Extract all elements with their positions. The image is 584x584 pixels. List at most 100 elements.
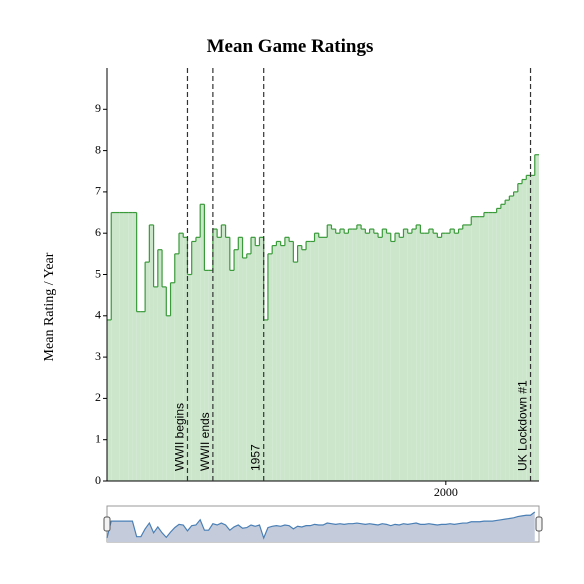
- step-fill: [344, 233, 349, 481]
- step-fill: [119, 212, 124, 482]
- y-tick-label: 0: [95, 473, 101, 487]
- step-fill: [259, 237, 264, 481]
- step-fill: [522, 179, 527, 481]
- step-fill: [212, 229, 218, 481]
- step-fill: [111, 212, 116, 482]
- step-fill: [174, 253, 179, 481]
- step-fill: [162, 286, 167, 481]
- y-tick-label: 2: [95, 390, 101, 404]
- y-tick-label: 7: [95, 184, 101, 198]
- step-fill: [348, 229, 353, 481]
- step-fill: [318, 237, 323, 481]
- step-fill: [263, 319, 268, 481]
- step-fill: [437, 237, 442, 481]
- step-fill: [157, 249, 163, 481]
- step-fill: [445, 233, 451, 481]
- step-fill: [128, 212, 133, 482]
- step-fill: [136, 311, 141, 481]
- y-tick-label: 6: [95, 225, 101, 239]
- y-tick-label: 1: [95, 431, 101, 445]
- step-fill: [140, 311, 146, 481]
- step-fill: [306, 241, 311, 481]
- step-fill: [496, 208, 501, 482]
- y-tick-label: 9: [95, 101, 101, 115]
- step-fill: [369, 229, 374, 481]
- step-fill: [488, 212, 493, 482]
- step-fill: [225, 237, 230, 481]
- step-fill: [153, 286, 158, 481]
- x-tick-label: 2000: [434, 485, 458, 499]
- navigator-handle[interactable]: [535, 516, 543, 532]
- y-tick-label: 5: [95, 266, 101, 280]
- step-fill: [323, 237, 328, 481]
- step-fill: [335, 233, 340, 481]
- annotation-label: UK Lockdown #1: [516, 380, 530, 471]
- step-fill: [454, 233, 459, 481]
- step-fill: [314, 233, 319, 481]
- y-axis-label: Mean Rating / Year: [42, 252, 57, 361]
- navigator-line: [106, 511, 536, 540]
- step-fill: [475, 216, 480, 481]
- step-fill: [492, 212, 497, 482]
- y-tick-label: 4: [95, 308, 101, 322]
- step-fill: [195, 237, 201, 481]
- step-fill: [246, 253, 251, 481]
- step-fill: [327, 224, 332, 481]
- step-fill: [428, 229, 434, 481]
- step-fill: [255, 245, 260, 481]
- step-fill: [166, 315, 171, 481]
- step-fill: [399, 237, 404, 481]
- step-fill: [276, 241, 281, 481]
- step-fill: [373, 233, 379, 481]
- step-fill: [483, 212, 489, 482]
- step-fill: [500, 204, 506, 482]
- step-fill: [517, 183, 523, 481]
- step-fill: [352, 229, 357, 481]
- step-fill: [229, 270, 235, 481]
- step-fill: [217, 237, 222, 481]
- step-fill: [208, 270, 213, 481]
- step-fill: [145, 262, 150, 481]
- step-fill: [251, 237, 256, 481]
- step-fill: [132, 212, 137, 482]
- step-fill: [411, 229, 417, 481]
- navigator-handle[interactable]: [103, 516, 111, 532]
- step-fill: [467, 224, 472, 481]
- step-fill: [395, 233, 400, 481]
- step-fill: [534, 154, 539, 482]
- step-fill: [107, 319, 112, 481]
- step-fill: [183, 237, 188, 481]
- step-fill: [234, 249, 239, 481]
- step-fill: [272, 245, 277, 481]
- step-fill: [416, 224, 421, 481]
- step-fill: [403, 229, 408, 481]
- y-tick-label: 3: [95, 349, 101, 363]
- step-fill: [386, 233, 391, 481]
- step-fill: [284, 237, 290, 481]
- step-fill: [123, 212, 129, 482]
- step-fill: [424, 233, 429, 481]
- step-fill: [462, 224, 467, 481]
- step-fill: [221, 224, 226, 481]
- step-fill: [280, 245, 285, 481]
- step-fill: [450, 229, 455, 481]
- step-fill: [433, 233, 438, 481]
- step-fill: [331, 229, 336, 481]
- step-fill: [356, 224, 362, 481]
- y-tick-label: 8: [95, 142, 101, 156]
- step-fill: [170, 282, 175, 481]
- navigator-area: [107, 512, 535, 542]
- step-fill: [238, 237, 243, 481]
- step-fill: [115, 212, 120, 482]
- step-fill: [365, 233, 370, 481]
- step-fill: [289, 241, 294, 481]
- step-fill: [505, 200, 510, 481]
- step-fill: [479, 216, 484, 481]
- step-fill: [297, 245, 302, 481]
- step-fill: [509, 196, 514, 481]
- step-fill: [378, 237, 383, 481]
- step-fill: [149, 224, 154, 481]
- annotation-label: WWII begins: [172, 403, 186, 471]
- step-fill: [390, 241, 395, 481]
